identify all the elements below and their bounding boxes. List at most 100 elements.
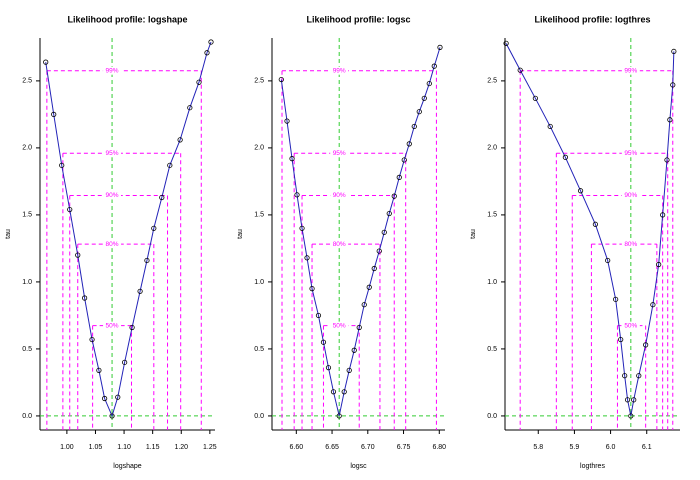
profile-point (401, 157, 407, 163)
profile-point (284, 118, 290, 124)
x-axis-label: logsc (350, 463, 367, 470)
profile-point (336, 413, 342, 419)
profile-point (396, 174, 402, 180)
x-tick-label: 6.0 (606, 444, 616, 451)
level-label: 50% (624, 322, 637, 329)
profile-point (624, 397, 631, 403)
profile-point (309, 286, 315, 292)
profile-point (650, 302, 656, 308)
level-label: 99% (106, 67, 119, 74)
level-label-bg (621, 321, 640, 330)
level-label: 80% (106, 241, 119, 248)
level-label: 90% (106, 192, 119, 199)
profile-point (643, 342, 649, 348)
level-label-bg (330, 321, 349, 330)
profile-point (622, 373, 628, 379)
profile-line (45, 41, 212, 418)
y-tick-label: 1.5 (254, 212, 264, 219)
profile-point (294, 192, 300, 198)
level-label: 95% (333, 150, 346, 157)
profile-point (577, 188, 584, 194)
profile-point (299, 225, 305, 231)
x-tick-label: 6.1 (642, 444, 652, 451)
y-tick-label: 2.0 (487, 145, 497, 152)
profile-point (289, 156, 295, 162)
profile-point (167, 162, 173, 168)
profile-point (43, 59, 49, 65)
profile-point (304, 255, 310, 261)
profile-point (187, 105, 193, 111)
x-tick-label: 1.25 (203, 444, 217, 451)
x-tick-label: 6.80 (432, 444, 446, 451)
profile-point (416, 109, 422, 115)
x-tick-label: 6.75 (397, 444, 411, 451)
level-label-bg (621, 191, 640, 200)
level-label-bg (621, 240, 640, 249)
level-label: 50% (333, 322, 346, 329)
profile-point (503, 40, 509, 46)
profile-point (618, 336, 624, 343)
profile-point (656, 261, 662, 268)
level-label-bg (330, 240, 349, 249)
y-axis-label: tau (237, 229, 244, 239)
y-tick-label: 0.5 (487, 346, 497, 353)
profile-point (636, 373, 642, 379)
x-tick-label: 1.20 (174, 444, 188, 451)
profile-point (204, 50, 210, 56)
x-tick-label: 5.9 (570, 444, 580, 451)
x-tick-label: 1.10 (117, 444, 131, 451)
chart-title: Likelihood profile: logthres (534, 14, 650, 24)
profile-point (51, 111, 57, 117)
profile-point (592, 221, 598, 227)
profile-point (109, 413, 115, 419)
profile-point (517, 67, 523, 73)
y-tick-label: 1.0 (22, 279, 32, 286)
y-tick-label: 0.0 (487, 413, 497, 420)
x-axis-label: logshape (113, 463, 142, 470)
y-tick-label: 2.5 (254, 78, 264, 85)
x-tick-label: 5.8 (533, 444, 543, 451)
profile-point (421, 95, 427, 101)
y-tick-label: 0.0 (254, 413, 264, 420)
level-label: 99% (333, 67, 346, 74)
level-label-bg (103, 240, 122, 249)
level-label: 80% (624, 241, 637, 248)
x-tick-label: 1.00 (60, 444, 74, 451)
level-label-bg (621, 149, 640, 158)
y-tick-label: 1.5 (22, 212, 32, 219)
profile-point (376, 248, 382, 254)
x-tick-label: 6.65 (325, 444, 339, 451)
level-label: 99% (624, 67, 637, 74)
profile-point (426, 80, 432, 87)
profile-point (532, 95, 538, 101)
profile-line (505, 43, 675, 417)
y-tick-label: 1.5 (487, 212, 497, 219)
profile-point (67, 206, 73, 213)
profile-point (371, 265, 377, 272)
level-label: 90% (624, 192, 637, 199)
y-tick-label: 1.0 (254, 279, 264, 286)
level-label-bg (103, 66, 122, 75)
profile-point (386, 210, 392, 217)
y-tick-label: 0.5 (254, 346, 264, 353)
y-tick-label: 2.0 (22, 145, 32, 152)
profile-point (122, 359, 128, 365)
profile-point (89, 336, 95, 343)
profile-point (278, 76, 284, 83)
profile-point (562, 154, 568, 160)
profile-line (280, 47, 441, 417)
profile-point (330, 389, 337, 395)
profile-point (628, 413, 634, 419)
profile-point (631, 397, 637, 403)
profile-point (325, 365, 332, 371)
profile-point (437, 44, 443, 50)
level-label-bg (621, 66, 640, 75)
profile-point (320, 339, 327, 345)
profile-point (177, 137, 183, 143)
level-label-bg (330, 191, 349, 200)
profile-point (151, 225, 157, 231)
y-tick-label: 2.5 (487, 78, 497, 85)
profile-point (667, 117, 673, 123)
profile-point (115, 394, 121, 400)
